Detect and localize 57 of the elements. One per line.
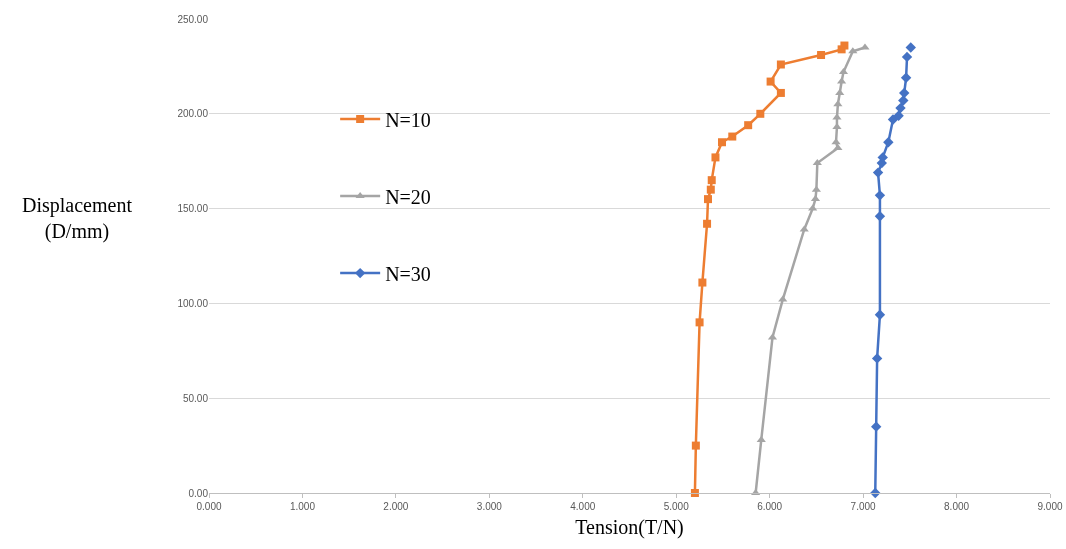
point: [706, 185, 715, 194]
point: [698, 278, 707, 287]
point: [776, 60, 785, 69]
point: [832, 123, 842, 130]
point: [833, 143, 843, 150]
point: [703, 219, 712, 228]
point: [898, 95, 909, 106]
x-tick-label: 2.000: [383, 501, 409, 512]
y-tick-label: 0.00: [188, 487, 209, 499]
x-axis-title: Tension(T/N): [575, 515, 684, 539]
point: [900, 72, 912, 83]
point: [895, 102, 906, 114]
x-tick-label: 8.000: [944, 501, 970, 512]
y-axis-title: Displacement (D/mm): [22, 194, 133, 243]
point: [776, 88, 785, 97]
point: [874, 309, 886, 320]
point: [744, 121, 753, 130]
point: [728, 132, 737, 141]
point: [812, 159, 822, 166]
x-tick-label: 4.000: [570, 501, 596, 512]
point: [870, 421, 882, 432]
x-tick-label: 0.000: [196, 501, 222, 512]
legend-label: N=30: [385, 262, 431, 285]
point: [718, 138, 727, 147]
point: [899, 87, 910, 99]
y-tick-label: 100.00: [177, 297, 209, 309]
point: [883, 137, 894, 148]
x-tick-label: 7.000: [850, 501, 877, 512]
point: [756, 109, 765, 118]
point: [703, 195, 712, 204]
point: [831, 138, 841, 145]
legend-label: N=10: [385, 108, 431, 131]
x-tick-label: 6.000: [757, 501, 783, 512]
point: [691, 441, 700, 450]
point: [711, 153, 720, 162]
point: [837, 77, 847, 84]
y-tick-label: 200.00: [177, 108, 209, 120]
point: [695, 318, 704, 327]
point: [871, 353, 883, 364]
y-tick-label: 250.00: [177, 13, 209, 25]
point: [874, 190, 886, 201]
point: [905, 42, 916, 53]
point: [893, 110, 904, 121]
legend-label: N=20: [385, 185, 431, 208]
x-tick-label: 3.000: [476, 501, 503, 512]
y-tick-label: 150.00: [177, 203, 209, 215]
point: [817, 51, 826, 60]
point: [766, 77, 775, 86]
point: [707, 176, 716, 185]
y-tick-label: 50.00: [182, 392, 209, 404]
point: [872, 167, 884, 178]
x-tick-label: 9.000: [1037, 501, 1063, 512]
point: [778, 295, 788, 302]
point: [840, 41, 849, 50]
point: [808, 204, 818, 211]
x-tick-label: 1.000: [289, 501, 316, 512]
x-tick-label: 5.000: [663, 501, 690, 512]
